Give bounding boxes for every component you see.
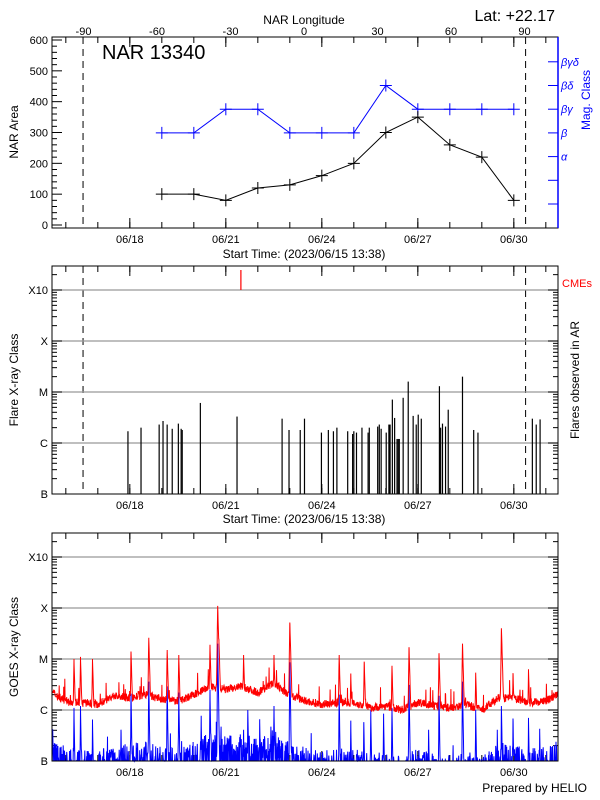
- x-tick-label: 06/18: [116, 234, 144, 246]
- x-axis-label: Start Time: (2023/06/15 13:38): [223, 247, 386, 261]
- mag-class-point: [443, 103, 456, 116]
- area-point: [219, 194, 232, 207]
- goes-long-channel-curve: [51, 605, 559, 714]
- x-tick-label: 06/30: [500, 234, 528, 246]
- mag-class-point: [219, 103, 232, 116]
- x-tick-label: 06/18: [116, 500, 144, 512]
- area-point: [411, 111, 424, 124]
- area-point: [315, 169, 328, 182]
- y-tick-label: 400: [30, 97, 48, 109]
- plot-frame: [51, 265, 559, 495]
- x-tick-label: 06/24: [308, 767, 336, 779]
- mag-class-point: [251, 103, 264, 116]
- mag-class-point: [475, 103, 488, 116]
- x-tick-label: 06/30: [500, 500, 528, 512]
- plot-frame: [51, 532, 559, 762]
- mag-class-point: [155, 126, 168, 139]
- y-axis-label: NAR Area: [7, 105, 21, 159]
- top-axis-tick-label: -90: [76, 26, 92, 38]
- y-tick-label: M: [39, 387, 48, 399]
- x-tick-label: 06/18: [116, 767, 144, 779]
- top-axis-tick-label: -60: [149, 26, 165, 38]
- y-tick-label: 300: [30, 128, 48, 140]
- x-tick-label: 06/24: [308, 234, 336, 246]
- y-tick-label: C: [40, 438, 48, 450]
- x-tick-label: 06/30: [500, 767, 528, 779]
- area-point: [507, 194, 520, 207]
- y-tick-label: X: [41, 336, 49, 348]
- x-tick-label: 06/27: [404, 500, 432, 512]
- y-tick-label: 500: [30, 66, 48, 78]
- y-tick-label: B: [41, 756, 48, 768]
- mag-class-point: [347, 126, 360, 139]
- y-axis-label: Flare X-ray Class: [7, 334, 21, 427]
- x-tick-label: 06/27: [404, 767, 432, 779]
- panel-nar-area: NAR Longitude Lat: +22.17 NAR 13340 NAR …: [7, 8, 593, 261]
- y-axis-label: GOES X-ray Class: [7, 597, 21, 697]
- y-tick-label: C: [40, 705, 48, 717]
- footer-credit: Prepared by HELIO: [482, 781, 587, 795]
- top-axis-label: NAR Longitude: [263, 13, 345, 27]
- top-axis-tick-label: 90: [518, 26, 530, 38]
- y2-tick-label: βγ: [560, 104, 574, 116]
- region-title: NAR 13340: [102, 42, 205, 64]
- cme-legend-label: CMEs: [562, 278, 592, 290]
- mag-class-point: [507, 103, 520, 116]
- mag-class-point: [315, 126, 328, 139]
- top-axis-tick-label: -30: [223, 26, 239, 38]
- y-tick-label: 100: [30, 189, 48, 201]
- latitude-annotation: Lat: +22.17: [474, 8, 555, 25]
- area-point: [475, 151, 488, 164]
- area-point: [379, 126, 392, 139]
- area-line: [161, 116, 515, 201]
- area-point: [155, 188, 168, 201]
- top-axis-tick-label: 30: [371, 26, 383, 38]
- area-point: [347, 157, 360, 170]
- x-tick-label: 06/24: [308, 500, 336, 512]
- y-tick-label: X: [41, 603, 49, 615]
- panel-flares: Flare X-ray Class Flares observed in AR …: [7, 265, 592, 526]
- y-tick-label: 0: [42, 220, 48, 232]
- mag-class-point: [187, 126, 200, 139]
- x-tick-label: 06/27: [404, 234, 432, 246]
- y-tick-label: M: [39, 654, 48, 666]
- top-axis-tick-label: 0: [301, 26, 307, 38]
- y2-tick-label: βγδ: [560, 57, 580, 69]
- panel-goes: GOES X-ray Class Prepared by HELIO B C M X X…: [7, 532, 587, 795]
- x-tick-label: 06/21: [212, 500, 240, 512]
- y-tick-label: X10: [28, 552, 48, 564]
- mag-class-point: [379, 79, 392, 92]
- y-tick-label: 600: [30, 35, 48, 47]
- area-point: [187, 188, 200, 201]
- y2-tick-label: α: [561, 152, 568, 164]
- mag-class-point: [283, 126, 296, 139]
- area-point: [283, 178, 296, 191]
- x-axis-label: Start Time: (2023/06/15 13:38): [223, 512, 386, 526]
- area-point: [251, 182, 264, 194]
- area-point: [443, 138, 456, 151]
- y2-tick-label: βδ: [560, 81, 574, 93]
- y-tick-label: 200: [30, 158, 48, 170]
- y2-tick-label: β: [560, 128, 568, 140]
- y2-axis-label: Flares observed in AR: [568, 321, 582, 439]
- top-axis-tick-label: 60: [445, 26, 457, 38]
- y2-axis-label: Mag. Class: [579, 70, 593, 130]
- y-tick-label: X10: [28, 285, 48, 297]
- x-tick-label: 06/21: [212, 767, 240, 779]
- y-tick-label: B: [41, 489, 48, 501]
- x-tick-label: 06/21: [212, 234, 240, 246]
